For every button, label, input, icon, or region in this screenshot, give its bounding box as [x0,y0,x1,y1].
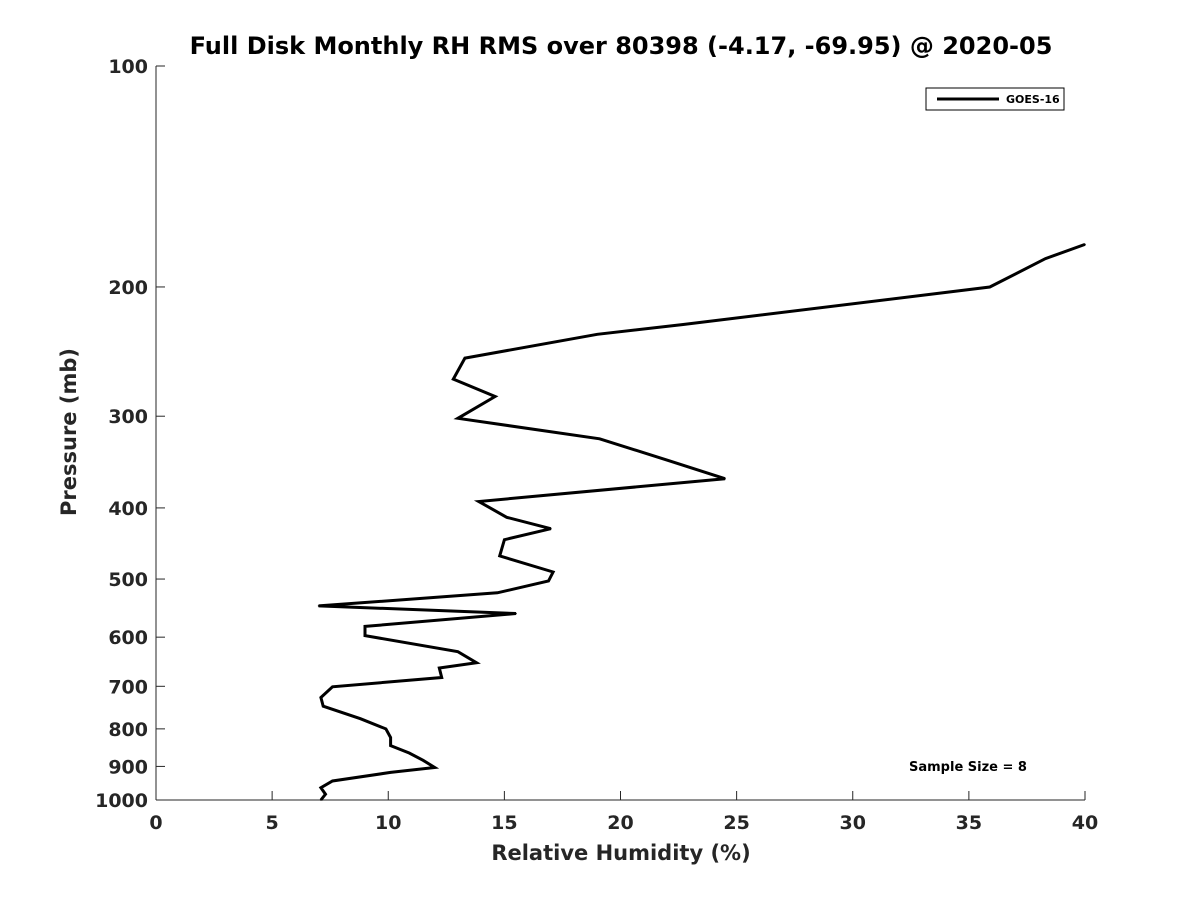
data-point [438,667,441,669]
x-tick-label: 40 [1072,812,1098,834]
data-point [475,661,478,664]
x-axis-label: Relative Humidity (%) [491,841,750,865]
data-point [724,477,726,480]
x-tick-label: 5 [266,812,279,834]
y-axis-label: Pressure (mb) [57,348,81,516]
data-point [989,286,991,288]
data-point [324,793,327,795]
x-tick-label: 15 [491,812,517,834]
series-line-goes-16 [318,242,1086,801]
data-point [478,500,480,503]
data-point [385,728,387,730]
data-point [496,592,499,594]
data-point [547,580,550,582]
data-point [1084,243,1086,246]
data-point [668,460,671,462]
axes: 0 5 10 15 20 25 30 35 40 100 200 300 400 500 600 700 800… [95,56,1098,834]
data-point [457,417,459,420]
data-point [464,357,466,359]
data-point [389,771,392,774]
data-point [440,676,443,679]
y-tick-label: 500 [108,569,148,591]
y-tick-label: 200 [108,277,148,299]
y-tick-label: 900 [108,756,148,778]
x-tick-label: 20 [607,812,633,834]
sample-size-annotation: Sample Size = 8 [909,760,1027,775]
x-tick-label: 10 [375,812,401,834]
data-point [596,333,599,336]
data-point [494,395,496,398]
y-tick-label: 1000 [95,790,148,812]
data-point [322,705,325,707]
data-point [598,438,601,440]
data-point [331,686,334,688]
data-point [331,780,334,782]
data-point [1044,257,1047,260]
data-point [364,634,366,637]
data-point [452,378,455,380]
data-point [359,717,362,720]
x-tick-label: 30 [840,812,866,834]
data-point [433,766,436,769]
y-tick-label: 300 [108,406,148,428]
x-tick-label: 25 [723,812,749,834]
data-point [552,571,554,573]
data-point [682,323,684,326]
y-tick-label: 600 [108,627,148,649]
data-point [320,799,322,801]
legend-label-goes-16: GOES-16 [1006,93,1060,106]
data-point [498,555,501,557]
data-point [457,650,459,653]
legend: GOES-16 [925,87,1065,111]
data-point [389,744,392,747]
plot-area [317,242,1086,801]
data-point [408,752,411,754]
data-point [550,527,552,530]
data-point [503,538,506,541]
x-tick-label: 35 [956,812,982,834]
data-point [317,605,320,607]
data-point [320,696,322,699]
x-tick-label: 0 [149,812,162,834]
data-point [422,759,424,762]
y-tick-label: 100 [108,56,148,78]
data-point [320,786,322,789]
chart-title: Full Disk Monthly RH RMS over 80398 (-4.… [190,32,1053,60]
data-point [389,736,392,739]
y-tick-label: 700 [108,676,148,698]
y-tick-label: 800 [108,719,148,741]
data-point [364,625,366,628]
y-tick-label: 400 [108,498,148,520]
data-point [515,612,517,615]
data-point [505,516,508,519]
